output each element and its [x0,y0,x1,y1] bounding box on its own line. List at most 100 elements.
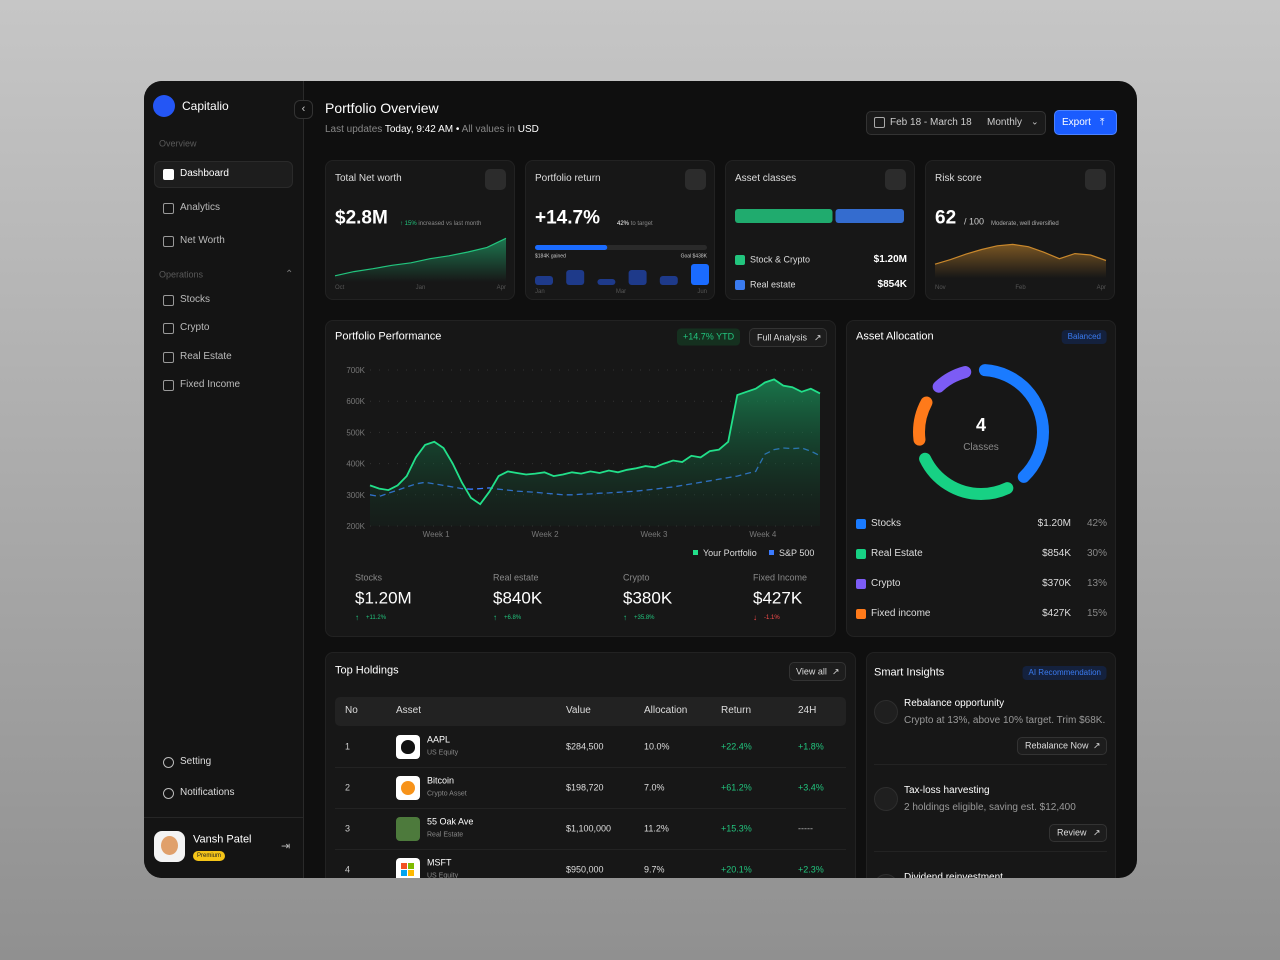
legend-label: S&P 500 [779,548,814,558]
card-title: Risk score [935,173,982,184]
nav-item[interactable]: Dashboard [180,168,229,179]
row-no: 4 [345,864,351,875]
export-label[interactable]: Export [1062,117,1091,128]
portfolio-area [370,379,820,526]
logo [153,95,175,117]
stat-label: Stocks [355,572,383,583]
card-title: Total Net worth [335,173,402,184]
nav-item[interactable]: Stocks [180,294,211,305]
insight-icon [874,787,898,811]
y-tick-label: 700K [346,366,365,375]
allocation-value: $427K [1042,608,1071,619]
ms-icon [408,870,414,876]
insight-action[interactable]: Rebalance Now [1025,740,1089,751]
stat-arrow: ↑ [355,613,359,622]
card-icon [885,169,906,190]
chevron[interactable]: ⌃ [285,269,294,280]
stat-value: $380K [623,588,673,608]
stat-change: +6.8% [504,615,522,621]
change: 15% [404,221,417,227]
bar [597,279,616,285]
legend-swatch [856,519,866,529]
sparkline [334,237,507,277]
nav-item[interactable]: Net Worth [180,235,225,246]
target-note: to target [630,221,653,227]
export-icon: ⤒ [1100,117,1105,128]
x-label: Apr [497,285,506,291]
legend-swatch [856,609,866,619]
stat-change: +11.2% [366,615,387,621]
nav-item[interactable]: Real Estate [180,351,232,362]
date-filter[interactable] [866,111,1046,135]
insight-button[interactable] [1049,824,1107,842]
cell-value: $198,720 [566,782,604,793]
x-tick-label: Week 4 [749,530,777,539]
logout-icon[interactable]: ⇥ [281,840,291,853]
avatar-face [161,836,178,855]
card-title: Asset classes [735,173,797,184]
insight-title: Dividend reinvestment [904,872,1003,879]
risk-max: / 100 [964,216,985,227]
asset-name: MSFT [427,857,452,868]
nav-icon [163,380,174,391]
donut-segment [913,364,1049,500]
nav-item[interactable]: Analytics [180,202,221,213]
period[interactable]: Monthly [987,117,1023,128]
change-note: increased vs last month [418,221,482,227]
allocation-value: $854K [1042,548,1071,559]
card-icon [1085,169,1106,190]
ms-icon [401,863,407,869]
legend-swatch [856,549,866,559]
divider [144,817,303,818]
stat-value: $840K [493,588,543,608]
nav-icon [163,323,174,334]
y-tick-label: 500K [346,428,365,437]
allocation-name: Crypto [871,578,901,589]
analysis-button[interactable] [749,328,827,347]
legend-swatch [856,579,866,589]
nav-item[interactable]: Crypto [180,322,210,333]
nav-item[interactable]: Notifications [180,787,235,798]
insight-icon [874,700,898,724]
return-value: +14.7% [535,207,600,229]
column-header: No [345,705,358,716]
x-tick-label: Week 3 [640,530,668,539]
view-all-button[interactable] [789,662,846,681]
column-header: 24H [798,705,817,716]
y-tick-label: 400K [346,460,365,469]
cell-value: $1,100,000 [566,823,612,834]
donut-segment [913,364,1049,500]
nav-icon [163,352,174,363]
currency: USD [517,124,539,135]
stat-label: Real estate [493,572,539,583]
date-range[interactable]: Feb 18 - March 18 [890,117,972,128]
legend-value: $854K [877,279,907,290]
progress-fill [535,245,608,250]
insight-divider [874,764,1107,765]
view-all-label[interactable]: View all [796,666,827,677]
stat-change: -1.1% [764,615,780,621]
column-header: Asset [396,705,422,716]
row-no: 2 [345,782,351,793]
allocation-value: $1.20M [1037,518,1071,529]
asset-name: 55 Oak Ave [427,816,474,827]
insight-button[interactable] [1017,737,1107,755]
nav-item[interactable]: Setting [180,756,212,767]
insight-text: Crypto at 13%, above 10% target. Trim $6… [904,715,1106,726]
export-button[interactable] [1054,110,1117,135]
nav-item[interactable]: Fixed Income [180,379,241,390]
allocation-value: $370K [1042,578,1071,589]
cell-allocation: 9.7% [644,864,665,875]
analysis-label[interactable]: Full Analysis [757,332,808,343]
allocation-name: Fixed income [871,608,931,619]
stat-label: Crypto [623,572,650,583]
collapse-button[interactable]: ‹ [294,100,313,119]
card-title: Portfolio return [535,173,601,184]
insight-action[interactable]: Review [1057,827,1087,838]
allocation-share: 13% [1086,578,1107,589]
legend-swatch [693,550,698,555]
card [525,160,715,300]
y-tick-label: 300K [346,491,365,500]
stat-value: $1.20M [355,588,412,608]
